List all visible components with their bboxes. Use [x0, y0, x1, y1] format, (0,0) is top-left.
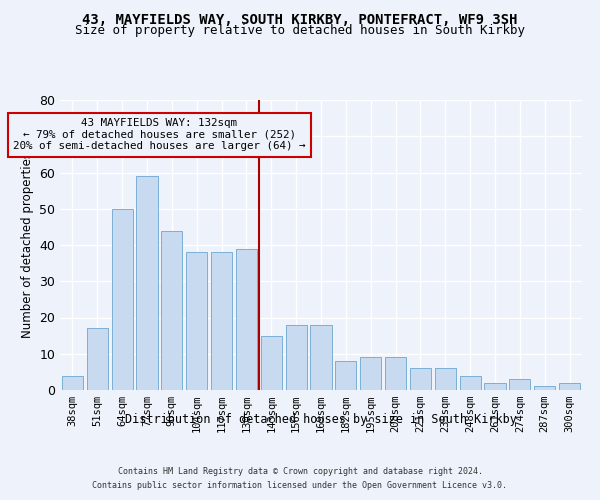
Bar	[385, 358, 406, 390]
Bar	[435, 368, 456, 390]
Bar	[112, 209, 133, 390]
Text: Contains HM Land Registry data © Crown copyright and database right 2024.: Contains HM Land Registry data © Crown c…	[118, 468, 482, 476]
Bar	[509, 379, 530, 390]
Bar	[534, 386, 555, 390]
Bar	[211, 252, 232, 390]
Bar	[460, 376, 481, 390]
Bar	[161, 230, 182, 390]
Bar	[186, 252, 207, 390]
Bar	[87, 328, 108, 390]
Text: Distribution of detached houses by size in South Kirkby: Distribution of detached houses by size …	[125, 412, 517, 426]
Bar	[286, 325, 307, 390]
Bar	[410, 368, 431, 390]
Text: 43, MAYFIELDS WAY, SOUTH KIRKBY, PONTEFRACT, WF9 3SH: 43, MAYFIELDS WAY, SOUTH KIRKBY, PONTEFR…	[82, 12, 518, 26]
Text: 43 MAYFIELDS WAY: 132sqm
← 79% of detached houses are smaller (252)
20% of semi-: 43 MAYFIELDS WAY: 132sqm ← 79% of detach…	[13, 118, 305, 152]
Text: Size of property relative to detached houses in South Kirkby: Size of property relative to detached ho…	[75, 24, 525, 37]
Bar	[261, 336, 282, 390]
Bar	[136, 176, 158, 390]
Bar	[360, 358, 381, 390]
Bar	[484, 383, 506, 390]
Bar	[236, 248, 257, 390]
Text: Contains public sector information licensed under the Open Government Licence v3: Contains public sector information licen…	[92, 481, 508, 490]
Bar	[310, 325, 332, 390]
Bar	[559, 383, 580, 390]
Bar	[62, 376, 83, 390]
Bar	[335, 361, 356, 390]
Y-axis label: Number of detached properties: Number of detached properties	[20, 152, 34, 338]
